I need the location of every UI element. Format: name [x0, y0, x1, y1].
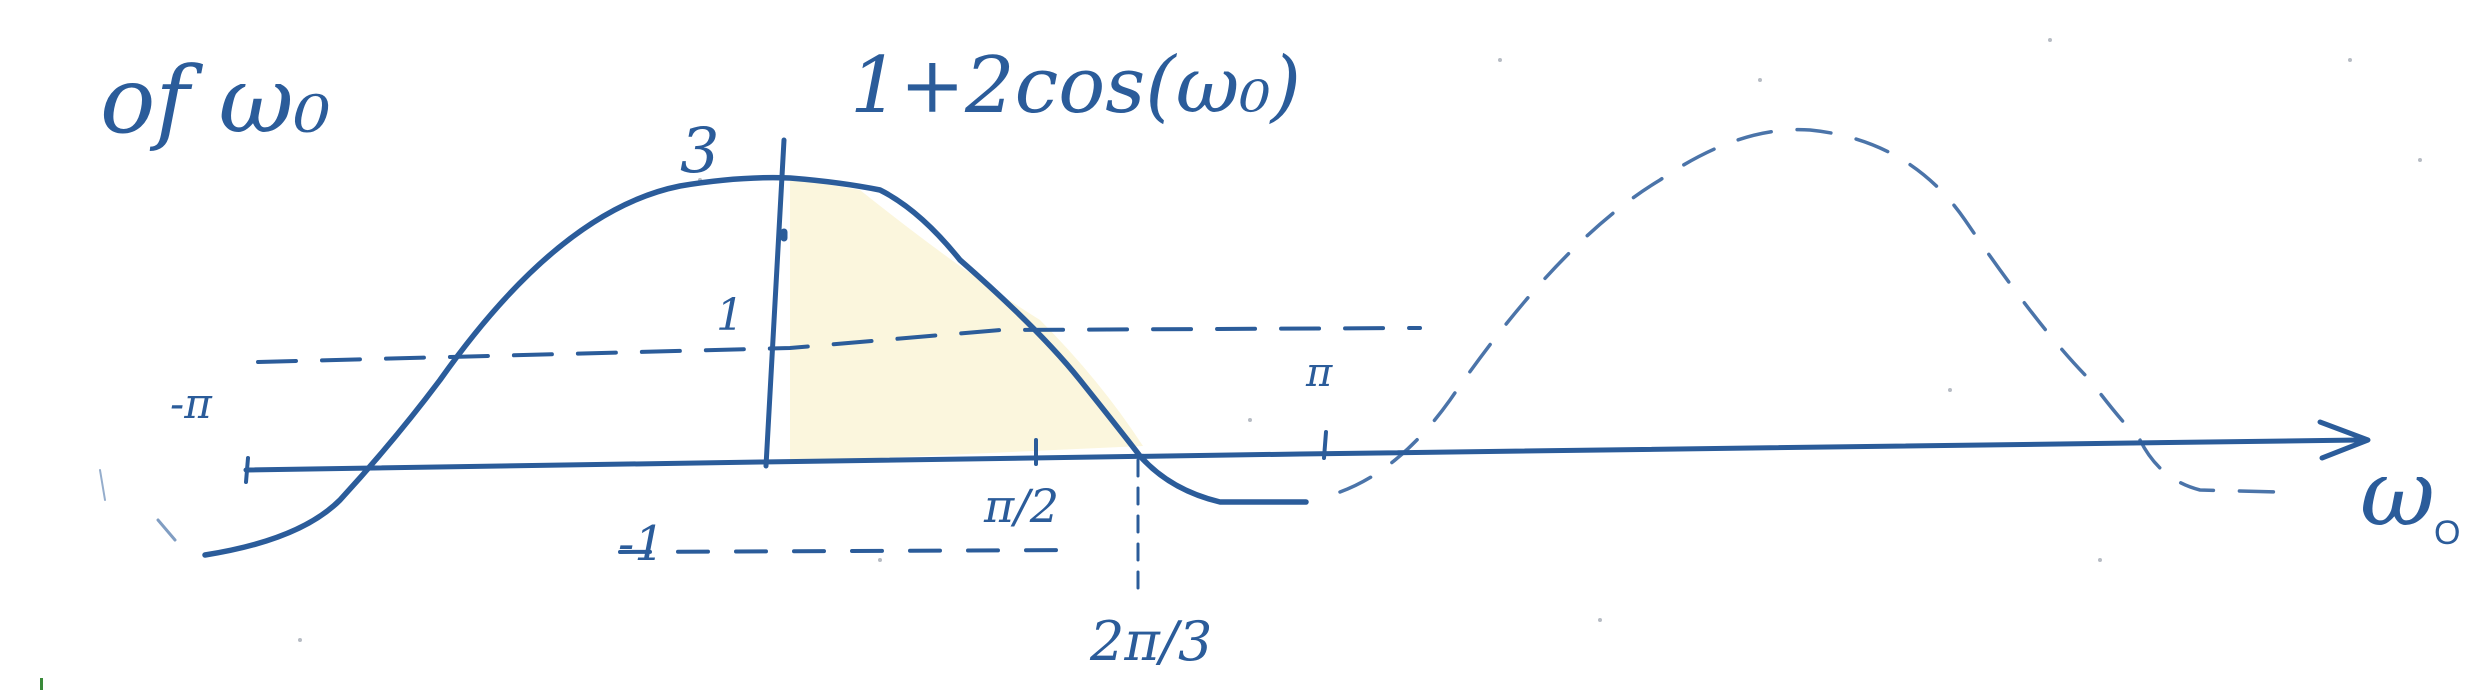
minus-pi-label: -π [170, 379, 213, 428]
cosine-curve [202, 174, 1309, 558]
peak-label: 3 [680, 114, 719, 187]
heading-text: of ω₀ [100, 47, 331, 154]
shaded-region [790, 178, 1143, 462]
tick-minus-pi [244, 456, 250, 484]
half-pi-label: π/2 [983, 479, 1059, 533]
level-one-dashed-line [256, 326, 1422, 364]
level-minus-one-dashed-line [618, 548, 1082, 554]
tick-pi [1322, 430, 1328, 460]
function-label: 1+2cos(ω₀) [850, 41, 1301, 131]
omega-axis-label: ω [2360, 440, 2435, 547]
omega-axis-arrowhead [2317, 419, 2371, 461]
two-pi-third-label: 2π/3 [1089, 610, 1212, 673]
periodic-continuation-dashed-curve [1338, 127, 2282, 494]
omega-axis-line [243, 437, 2363, 473]
vertical-axis-line [763, 137, 787, 469]
corner-mark [40, 678, 43, 690]
level-one-label: 1 [716, 290, 744, 341]
paper-specks [298, 38, 2422, 642]
level-minus-one-label: -1 [618, 516, 665, 572]
pi-label: π [1305, 350, 1333, 396]
omega-axis-subscript: O [2434, 514, 2460, 552]
curve-far-left-mark [99, 469, 106, 501]
curve-left-tail [156, 518, 177, 542]
